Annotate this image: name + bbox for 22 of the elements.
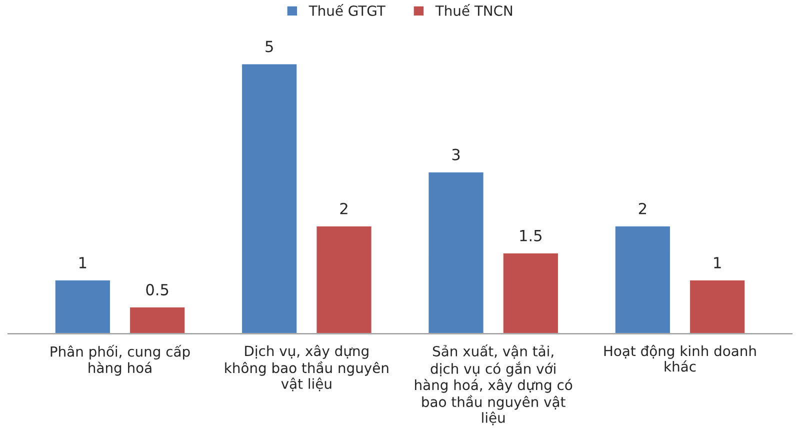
data-label: 1.5 — [520, 230, 542, 242]
x-tick-label: Dịch vụ, xây dựng không bao thầu nguyên vật liệu — [225, 344, 388, 392]
data-label: 3 — [452, 148, 460, 160]
bar — [502, 252, 560, 334]
x-tick-label: Phân phối, cung cấp hàng hoá — [50, 344, 190, 376]
bar — [315, 224, 373, 334]
legend-label: Thuế GTGT — [308, 4, 386, 16]
data-label: 0.5 — [146, 284, 168, 296]
bar — [240, 62, 298, 334]
data-label: 2 — [638, 202, 646, 214]
data-label: 1 — [79, 257, 86, 268]
bar — [427, 170, 485, 334]
legend-label: Thuế TNCN — [435, 4, 512, 16]
data-label: 2 — [340, 202, 348, 214]
x-tick-label: Sản xuất, vận tải, dịch vụ có gắn với hàng hoá, xây dựng có bao thầu nguyên vật liệu — [415, 344, 572, 426]
bar — [54, 279, 112, 334]
bar — [614, 224, 672, 334]
x-tick-label: Hoạt động kinh doanh khác — [604, 344, 756, 372]
data-label: 1 — [714, 257, 721, 268]
bar — [128, 306, 186, 334]
data-label: 5 — [266, 40, 273, 52]
bar — [688, 279, 746, 334]
